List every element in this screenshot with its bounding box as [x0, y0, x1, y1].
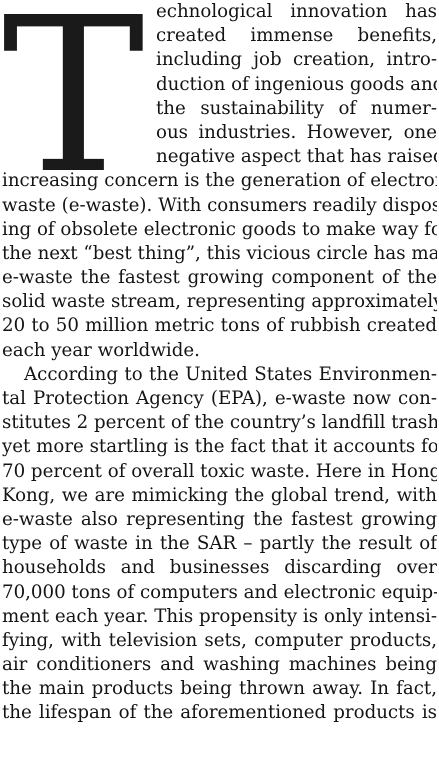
text-line: ment each year. This propensity is only …	[2, 605, 437, 627]
text-line: the lifespan of the aforementioned produ…	[2, 702, 437, 724]
text-line: fying, with television sets, computer pr…	[2, 629, 437, 651]
text-line: households and businesses discarding ove…	[2, 557, 437, 579]
text-line: negative aspect that has raised	[156, 146, 437, 168]
text-line: type of waste in the SAR – partly the re…	[2, 533, 437, 555]
text-line: air conditioners and washing machines be…	[2, 654, 437, 676]
text-line: 70,000 tons of computers and electronic …	[2, 581, 437, 603]
text-line: including job creation, intro-	[156, 49, 437, 71]
text-line: echnological innovation has	[156, 1, 437, 22]
text-line: Kong, we are mimicking the global trend,…	[2, 484, 437, 506]
paragraph-1: echnological innovation has created imme…	[2, 0, 437, 363]
text-line: increasing concern is the generation of …	[2, 170, 437, 192]
paragraph-2: According to the United States Environme…	[2, 363, 437, 726]
text-line: tal Protection Agency (EPA), e-waste now…	[2, 388, 437, 409]
text-line: the sustainability of numer-	[156, 97, 437, 119]
text-line: the main products being thrown away. In …	[2, 678, 437, 700]
text-line: waste (e-waste). With consumers readily …	[2, 194, 437, 216]
text-line: e-waste also representing the fastest gr…	[2, 508, 437, 530]
text-line: yet more startling is the fact that it a…	[2, 436, 437, 458]
text-line: duction of ingenious goods and	[156, 73, 437, 95]
text-line: solid waste stream, representing approxi…	[2, 291, 437, 313]
text-line: ous industries. However, one	[156, 121, 437, 143]
text-line: each year worldwide.	[2, 339, 200, 361]
text-line: created immense benefits,	[156, 25, 437, 47]
text-line: stitutes 2 percent of the country’s land…	[2, 412, 437, 434]
text-line: 70 percent of overall toxic waste. Here …	[2, 460, 437, 482]
text-line: 20 to 50 million metric tons of rubbish …	[2, 315, 437, 337]
text-line: ing of obsolete electronic goods to make…	[2, 218, 437, 240]
text-line: the next “best thing”, this vicious circ…	[2, 242, 437, 264]
text-line: e-waste the fastest growing component of…	[2, 267, 437, 289]
drop-cap: T	[2, 0, 145, 221]
text-line: According to the United States Environme…	[24, 363, 437, 385]
